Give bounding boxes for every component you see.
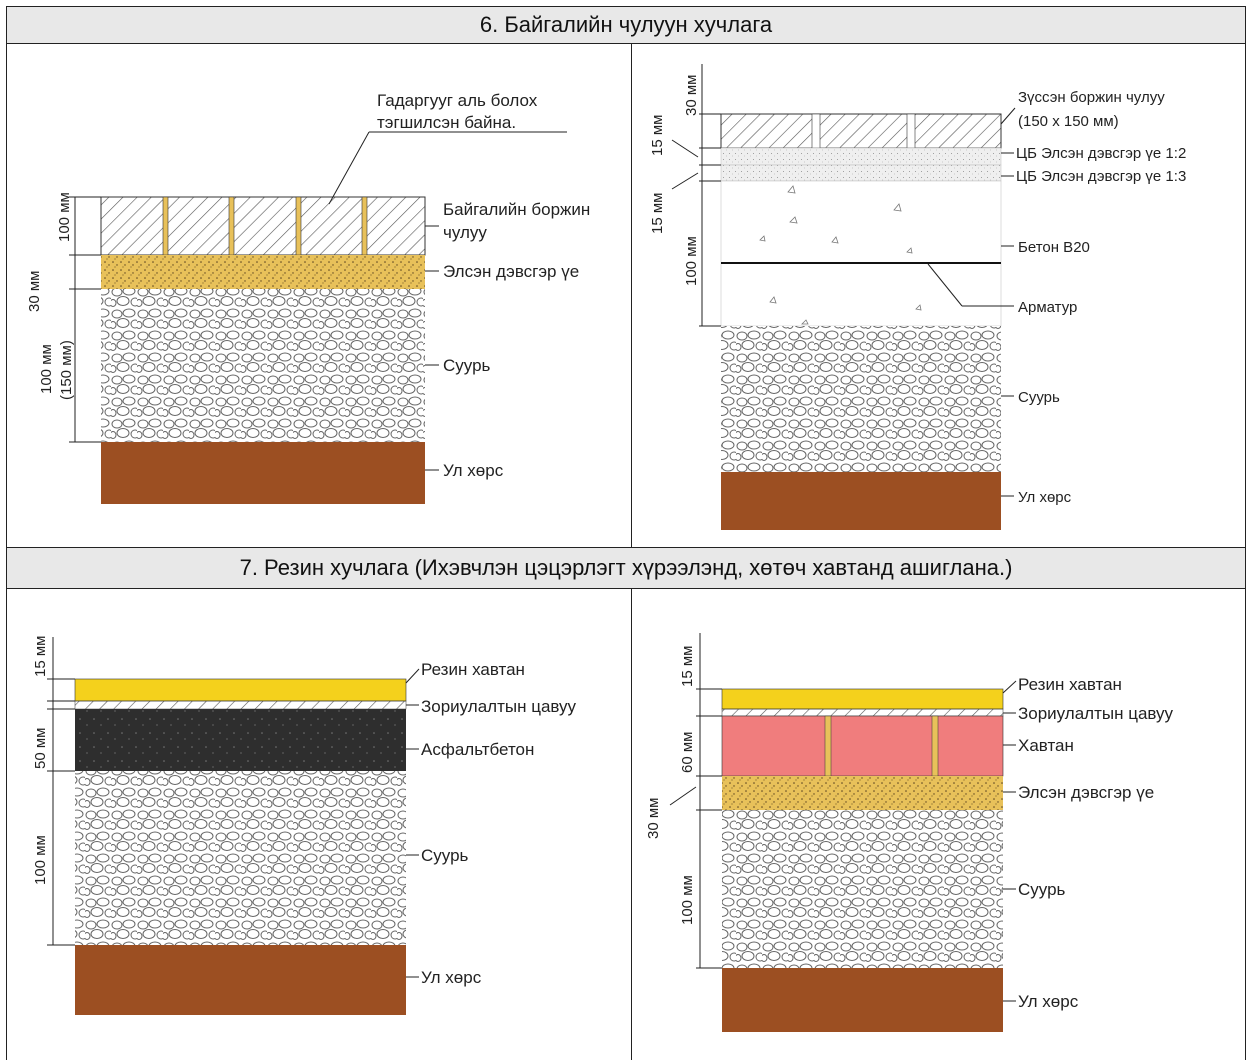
cut-stone-label-1: Зүссэн боржин чулуу [1018, 89, 1165, 106]
tile-layer [721, 715, 1004, 777]
panel-natural-stone-b: 30 мм 15 мм 15 мм 100 мм Зүссэн боржин ч… [631, 43, 1246, 548]
mortar-1-label: ЦБ Элсэн дэвсгэр үе 1:2 [1016, 145, 1186, 162]
dim-100-label: 100 мм [32, 835, 49, 885]
dim-15b-label: 15 мм [649, 193, 666, 234]
soil-layer [101, 442, 425, 504]
dim-30-label: 30 мм [26, 271, 43, 312]
dim-60-label: 60 мм [679, 732, 696, 773]
soil-label: Ул хөрс [443, 461, 504, 480]
dim-base-alt-label: (150 мм) [58, 340, 75, 400]
stone-label-2: чулуу [443, 223, 487, 242]
soil-layer [75, 945, 406, 1015]
soil-label: Ул хөрс [1018, 489, 1072, 506]
rebar-label: Арматур [1018, 299, 1077, 316]
panel-rubber-b: 15 мм 60 мм 30 мм 100 мм Резин хавтан Зо… [631, 588, 1246, 1060]
base-layer [101, 289, 425, 442]
dim-30-label: 30 мм [645, 798, 662, 839]
panel-rubber-a: 15 мм 50 мм 100 мм Резин хавтан Зориулал… [6, 588, 632, 1060]
dim-15a-label: 15 мм [649, 115, 666, 156]
note-line-1: Гадаргууг аль болох [377, 91, 538, 110]
sand-layer [101, 255, 425, 289]
base-layer [721, 326, 1001, 472]
stone-layer [100, 196, 426, 256]
sand-layer [722, 776, 1003, 810]
note-line-2: тэгшилсэн байна. [377, 113, 516, 132]
base-label: Суурь [1018, 880, 1066, 899]
mortar-2-label: ЦБ Элсэн дэвсгэр үе 1:3 [1016, 168, 1186, 185]
rubber-layer [74, 678, 407, 702]
rubber-layer [721, 688, 1004, 710]
asphalt-layer [75, 709, 406, 771]
section-6-title: 6. Байгалийн чулуун хучлага [6, 6, 1246, 44]
dim-100-label: 100 мм [679, 875, 696, 925]
dim-15-label: 15 мм [679, 646, 696, 687]
section-7-title: 7. Резин хучлага (Ихэвчлэн цэцэрлэгт хүр… [6, 547, 1246, 589]
soil-label: Ул хөрс [421, 968, 482, 987]
concrete-label: Бетон В20 [1018, 239, 1090, 256]
glue-label: Зориулалтын цавуу [1018, 704, 1174, 723]
dim-100-label: 100 мм [56, 192, 73, 242]
glue-layer [721, 708, 1004, 717]
concrete-layer [720, 180, 1002, 327]
base-label: Суурь [421, 846, 469, 865]
mortar-1-layer [720, 147, 1002, 166]
soil-layer [721, 472, 1001, 530]
dim-base-label: 100 мм [38, 344, 55, 394]
glue-layer [74, 700, 407, 710]
cut-stone-layer [720, 113, 1002, 149]
dim-50-label: 50 мм [32, 728, 49, 769]
soil-label: Ул хөрс [1018, 992, 1079, 1011]
soil-layer [722, 968, 1003, 1032]
section-drawing: 15 мм 50 мм 100 мм Резин хавтан Зориулал… [32, 636, 577, 1015]
cut-stone-label-2: (150 х 150 мм) [1018, 113, 1119, 130]
section-drawing: 15 мм 60 мм 30 мм 100 мм Резин хавтан Зо… [645, 633, 1174, 1032]
section-drawing: 100 мм 30 мм 100 мм (150 мм) Гадаргууг а… [26, 91, 590, 504]
asphalt-label: Асфальтбетон [421, 740, 534, 759]
base-layer [75, 771, 406, 945]
tile-label: Хавтан [1018, 736, 1074, 755]
dim-15-label: 15 мм [32, 636, 49, 677]
base-label: Суурь [443, 356, 491, 375]
glue-label: Зориулалтын цавуу [421, 697, 577, 716]
sand-label: Элсэн дэвсгэр үе [1018, 783, 1154, 802]
section-drawing: 30 мм 15 мм 15 мм 100 мм Зүссэн боржин ч… [649, 64, 1186, 530]
dim-100-label: 100 мм [683, 236, 700, 286]
rubber-label: Резин хавтан [1018, 675, 1122, 694]
sand-label: Элсэн дэвсгэр үе [443, 262, 579, 281]
rubber-label: Резин хавтан [421, 660, 525, 679]
base-label: Суурь [1018, 389, 1060, 406]
mortar-2-layer [720, 164, 1002, 182]
base-layer [722, 810, 1003, 968]
panel-natural-stone-a: 100 мм 30 мм 100 мм (150 мм) Гадаргууг а… [6, 43, 632, 548]
stone-label-1: Байгалийн боржин [443, 200, 590, 219]
dim-30-label: 30 мм [683, 75, 700, 116]
